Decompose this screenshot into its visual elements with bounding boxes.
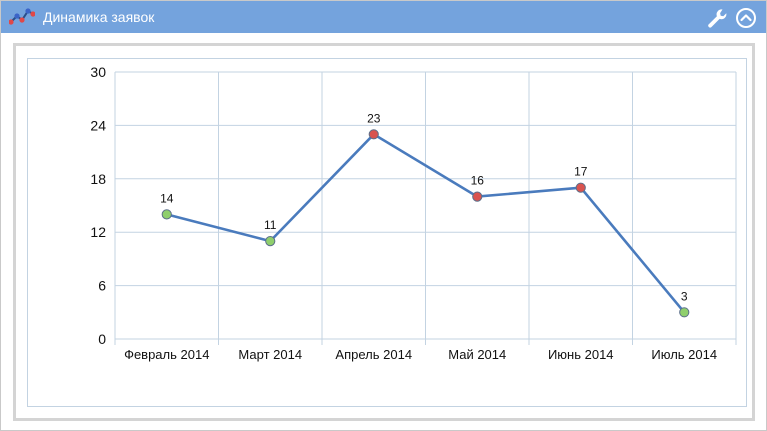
y-tick-label: 24 (90, 117, 106, 133)
chart-frame: 0 6 12 18 24 30 Февраль 2014 Март 2014 Апрель 20… (13, 43, 755, 421)
chevron-up-circle-icon[interactable] (735, 7, 757, 29)
line-chart-icon (9, 8, 35, 25)
data-label: 14 (160, 191, 174, 205)
data-point (161, 209, 172, 220)
series-line (166, 133, 686, 314)
x-tick-label: Март 2014 (238, 347, 302, 362)
x-tick-label: Февраль 2014 (124, 347, 209, 362)
widget-title: Динамика заявок (43, 9, 155, 25)
x-tick-label: Июль 2014 (651, 347, 717, 362)
y-tick-label: 12 (90, 224, 106, 240)
data-label: 23 (367, 111, 381, 125)
y-tick-label: 0 (98, 331, 106, 347)
data-point (472, 191, 483, 202)
data-label: 17 (574, 165, 588, 179)
line-chart: 0 6 12 18 24 30 Февраль 2014 Март 2014 Апрель 20… (90, 64, 737, 362)
data-label: 3 (681, 289, 688, 303)
data-point (679, 307, 690, 318)
chart-area: 0 6 12 18 24 30 Февраль 2014 Март 2014 Апрель 20… (27, 58, 747, 407)
y-tick-label: 6 (98, 278, 106, 294)
x-tick-label: Май 2014 (448, 347, 506, 362)
widget-header: Динамика заявок (1, 1, 766, 33)
data-point (575, 182, 586, 193)
y-tick-label: 30 (90, 64, 106, 80)
data-point (368, 129, 379, 140)
y-tick-label: 18 (90, 171, 106, 187)
data-point (265, 236, 276, 247)
data-label: 11 (264, 218, 277, 232)
wrench-icon[interactable] (706, 7, 728, 29)
x-tick-label: Апрель 2014 (335, 347, 412, 362)
x-tick-label: Июнь 2014 (548, 347, 614, 362)
data-label: 16 (471, 174, 485, 188)
